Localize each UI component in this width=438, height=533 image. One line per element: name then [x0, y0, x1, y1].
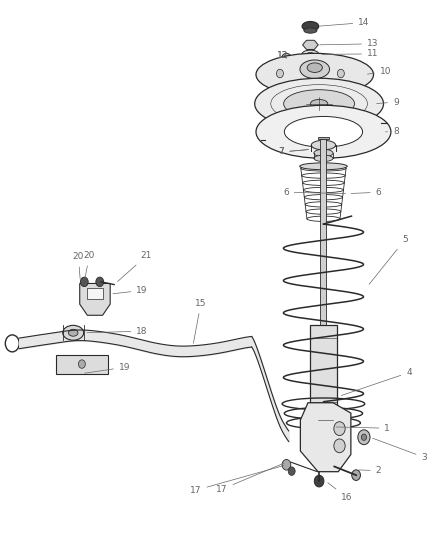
- Text: 12: 12: [277, 51, 289, 60]
- Circle shape: [337, 69, 344, 78]
- Text: 6: 6: [283, 188, 346, 197]
- Ellipse shape: [304, 28, 317, 33]
- Text: 15: 15: [194, 299, 207, 343]
- Text: 9: 9: [377, 98, 399, 107]
- Text: 3: 3: [373, 438, 427, 462]
- Circle shape: [78, 360, 85, 368]
- Ellipse shape: [311, 100, 328, 108]
- Ellipse shape: [68, 329, 78, 336]
- Text: 6: 6: [351, 188, 381, 197]
- Text: 8: 8: [385, 127, 399, 136]
- Ellipse shape: [300, 60, 329, 78]
- Ellipse shape: [307, 63, 322, 72]
- Ellipse shape: [284, 116, 363, 147]
- Circle shape: [314, 475, 324, 487]
- Text: 16: 16: [328, 483, 352, 502]
- Circle shape: [288, 467, 295, 475]
- Text: 5: 5: [369, 236, 407, 284]
- Text: 14: 14: [320, 18, 370, 27]
- Circle shape: [96, 277, 104, 287]
- Text: 7: 7: [279, 148, 308, 157]
- Circle shape: [276, 69, 283, 78]
- Text: 7: 7: [279, 148, 308, 157]
- Text: 20: 20: [84, 252, 95, 279]
- Ellipse shape: [256, 106, 391, 158]
- Text: 17: 17: [190, 465, 284, 495]
- Text: 2: 2: [359, 466, 381, 475]
- Ellipse shape: [254, 78, 384, 129]
- Ellipse shape: [282, 53, 291, 63]
- Text: 13: 13: [320, 39, 378, 49]
- Circle shape: [334, 422, 345, 435]
- Polygon shape: [321, 139, 326, 418]
- Text: 19: 19: [85, 363, 131, 373]
- Text: 4: 4: [341, 368, 412, 395]
- Polygon shape: [303, 41, 318, 50]
- Ellipse shape: [302, 21, 319, 31]
- Polygon shape: [56, 354, 108, 374]
- Text: 1: 1: [336, 424, 390, 433]
- Ellipse shape: [314, 155, 333, 161]
- Ellipse shape: [284, 90, 354, 118]
- Ellipse shape: [63, 325, 84, 340]
- Text: 21: 21: [117, 252, 152, 281]
- Text: 17: 17: [216, 463, 284, 494]
- Ellipse shape: [256, 53, 374, 96]
- Text: 18: 18: [87, 327, 148, 336]
- Text: 12: 12: [277, 51, 289, 60]
- Text: 20: 20: [73, 253, 84, 279]
- Ellipse shape: [314, 149, 333, 157]
- Text: 19: 19: [113, 286, 148, 295]
- Text: 11: 11: [322, 50, 378, 59]
- Ellipse shape: [302, 50, 319, 59]
- Ellipse shape: [311, 140, 336, 150]
- Circle shape: [358, 430, 370, 445]
- Polygon shape: [80, 284, 110, 316]
- Polygon shape: [300, 403, 351, 472]
- Ellipse shape: [307, 53, 314, 56]
- Polygon shape: [318, 136, 328, 139]
- Ellipse shape: [300, 163, 347, 169]
- Circle shape: [361, 434, 367, 440]
- Circle shape: [334, 439, 345, 453]
- Ellipse shape: [284, 56, 289, 60]
- Polygon shape: [87, 288, 103, 300]
- Circle shape: [352, 470, 360, 480]
- Circle shape: [282, 459, 291, 470]
- Polygon shape: [311, 325, 336, 415]
- Text: 10: 10: [367, 67, 392, 76]
- Circle shape: [81, 277, 88, 287]
